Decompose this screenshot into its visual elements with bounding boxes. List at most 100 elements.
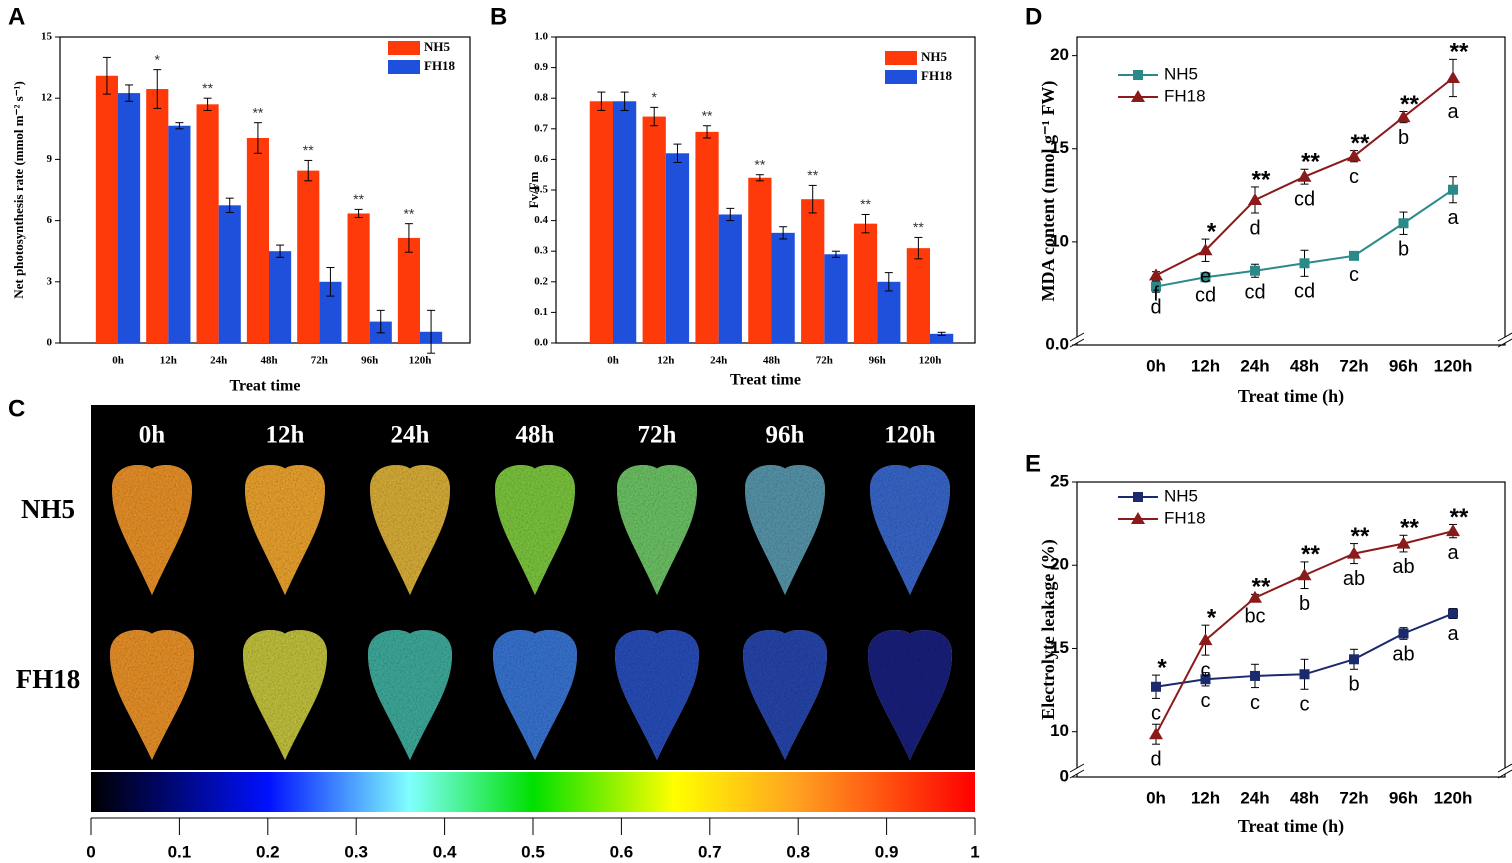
axis-break	[1497, 332, 1512, 342]
y-tick-label: 0.3	[534, 245, 548, 257]
y-axis-label: Net photosynthesis rate (mmol m⁻² s⁻¹)	[11, 81, 26, 299]
x-tick-label: 120h	[1434, 788, 1473, 807]
group-letter: cd	[1195, 284, 1216, 306]
bar	[146, 89, 169, 344]
leaf-image	[495, 464, 575, 595]
legend-label: NH5	[1164, 486, 1198, 505]
significance-label: **	[353, 191, 364, 207]
group-letter: d	[1249, 217, 1260, 239]
legend-label: FH18	[1164, 86, 1206, 105]
point	[1131, 90, 1145, 102]
error-bar	[354, 208, 363, 219]
axis-break-gap	[1069, 337, 1085, 343]
x-tick-label: 0h	[112, 355, 124, 367]
error-bar	[673, 143, 682, 163]
significance-label: **	[860, 196, 871, 212]
group-letter: c	[1151, 703, 1161, 725]
y-tick-label: 0.2	[534, 275, 548, 287]
bar	[589, 101, 613, 343]
y-tick-label: 1.0	[534, 31, 548, 43]
bar	[613, 101, 637, 343]
point	[1133, 70, 1143, 80]
point	[1198, 633, 1213, 646]
group-letter: c	[1349, 166, 1359, 188]
group-letter: ab	[1392, 644, 1414, 666]
leaf-image	[245, 464, 325, 595]
significance-label: **	[702, 107, 713, 123]
y-tick-label: 0.7	[534, 122, 548, 134]
axis-break-gap	[1497, 768, 1512, 774]
y-axis-label: Fv/Fm	[526, 171, 541, 208]
panel-letter: E	[1025, 450, 1041, 477]
legend-label: FH18	[424, 58, 456, 73]
significance-label: **	[807, 167, 818, 183]
legend-swatch	[885, 51, 917, 65]
point	[1250, 670, 1260, 681]
y-axis-label: MDA content (nmol g⁻¹ FW)	[1038, 81, 1059, 302]
point	[1297, 169, 1312, 182]
panel-letter: D	[1025, 3, 1042, 30]
leaf-image	[745, 464, 825, 595]
leaf-image	[368, 629, 452, 760]
bar	[246, 137, 269, 343]
colorbar-tick-label: 0.1	[168, 842, 192, 861]
x-tick-label: 24h	[710, 355, 727, 367]
point	[1250, 265, 1260, 276]
significance-label: **	[1252, 574, 1271, 601]
group-letter: a	[1447, 207, 1459, 229]
y-tick-label: 0.5	[534, 184, 548, 196]
error-bar	[125, 84, 134, 102]
x-tick-label: 96h	[1389, 356, 1418, 375]
point	[1248, 590, 1262, 603]
error-bar	[276, 244, 285, 258]
y-tick-label: 15	[1050, 138, 1069, 157]
point	[1299, 258, 1310, 269]
axis-break	[1069, 763, 1085, 773]
group-letter: a	[1447, 101, 1459, 123]
column-label: 48h	[516, 422, 555, 449]
axis-break	[1069, 332, 1085, 342]
x-tick-label: 72h	[1339, 356, 1368, 375]
point	[1200, 272, 1211, 283]
significance-label: *	[155, 51, 161, 67]
point	[1396, 536, 1411, 549]
error-bar	[779, 226, 788, 240]
group-letter: d	[1150, 748, 1161, 770]
bar	[95, 75, 118, 343]
error-bar	[620, 91, 629, 111]
column-label: 0h	[139, 422, 166, 449]
significance-label: **	[252, 104, 263, 120]
x-axis-label: Treat time	[230, 378, 301, 395]
column-label: 72h	[638, 422, 677, 449]
leaf-image	[110, 629, 194, 760]
group-letter: f	[1153, 283, 1159, 305]
y-tick-label: 0.0	[534, 337, 548, 349]
bar	[218, 205, 241, 343]
point	[1347, 546, 1361, 559]
point	[1448, 184, 1458, 195]
group-letter: cd	[1294, 281, 1315, 303]
y-tick-label: 6	[47, 214, 53, 226]
group-letter: c	[1349, 264, 1359, 286]
x-tick-label: 120h	[1434, 356, 1473, 375]
point	[1299, 669, 1310, 680]
point	[1297, 568, 1312, 581]
bar	[347, 213, 370, 343]
y-tick-label: 12	[41, 92, 53, 104]
x-tick-label: 12h	[657, 355, 674, 367]
colorbar-tick-label: 0.5	[521, 842, 545, 861]
y-tick-label: 20	[1050, 45, 1069, 64]
significance-label: **	[1351, 130, 1370, 157]
y-tick-label: 0	[47, 337, 53, 349]
error-bar	[755, 174, 764, 182]
y-tick-label: 10	[1050, 231, 1069, 250]
x-tick-label: 48h	[1290, 356, 1319, 375]
error-bar	[831, 250, 840, 258]
y-tick-label: 0.9	[534, 61, 548, 73]
y-tick-label: 0	[1060, 766, 1069, 785]
significance-label: **	[1400, 91, 1419, 118]
plot-frame	[1076, 36, 1506, 346]
group-letter: c	[1201, 659, 1211, 681]
error-bar	[102, 56, 111, 95]
colorbar-tick-label: 0	[86, 842, 95, 861]
